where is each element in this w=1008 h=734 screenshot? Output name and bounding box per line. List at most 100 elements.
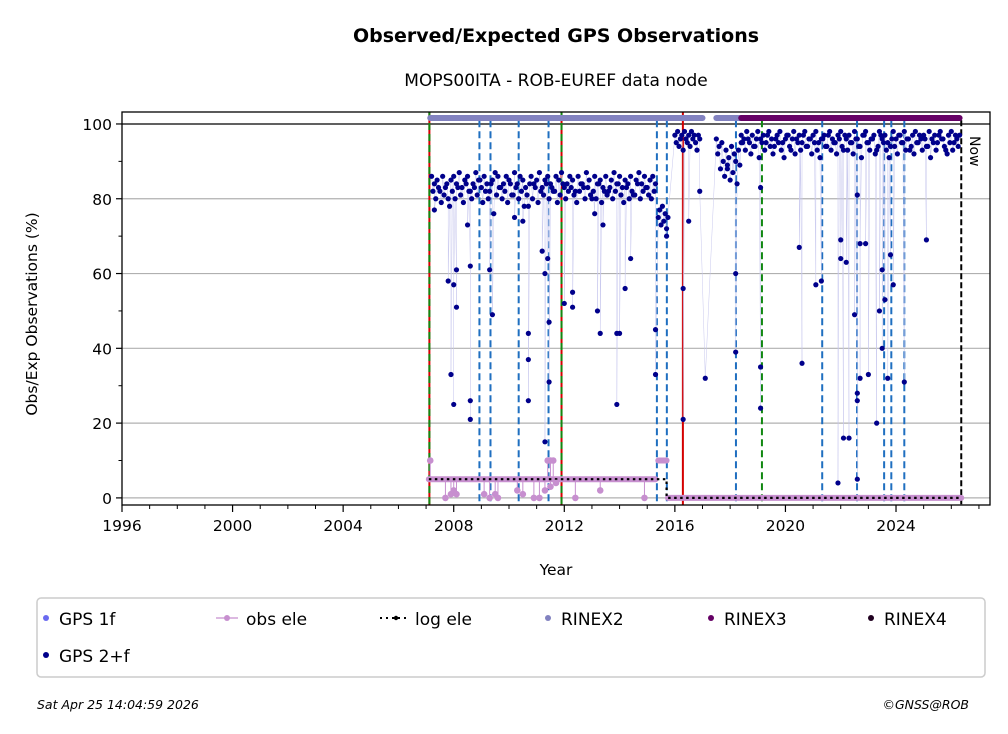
gps2f-point [445,278,451,284]
gps2f-point [846,435,852,441]
gps2f-point [863,128,869,135]
gps2f-point [851,312,858,318]
gps2f-point [525,330,531,336]
gps2f-point [857,375,863,381]
gps2f-point [599,199,605,206]
gps2f-point [680,285,686,292]
gps2f-point [937,128,943,135]
gps2f-point [809,151,815,157]
gps2f-point [540,192,547,198]
gps2f-point [843,259,849,265]
gps2f-point [702,375,708,381]
x-tick-label: 2012 [545,517,584,535]
gps2f-point [684,140,690,146]
gps2f-point [452,196,458,202]
gps2f-point [583,169,590,176]
x-tick-label: 2008 [434,517,473,535]
gps2f-point [592,211,598,217]
gps2f-point [458,192,464,198]
gps2f-point [438,199,444,206]
gps2f-point [719,140,725,146]
gps2f-point [810,132,816,138]
gps2f-point [616,173,623,179]
gps2f-point [607,184,613,191]
gps2f-point [915,140,921,146]
gps2f-point [933,147,939,153]
gps2f-point [791,128,797,135]
gps2f-point [717,166,724,172]
gps2f-point [658,222,664,228]
gps2f-point [838,237,844,243]
gps2f-point [498,184,504,191]
gps2f-point [756,155,762,161]
gps2f-point [477,177,483,183]
gps2f-point [622,285,628,292]
gps2f-point [897,132,903,138]
gps2f-point [525,356,531,363]
gps2f-point [451,173,457,179]
obs-ele-point [480,490,488,498]
gps2f-point [481,173,487,179]
gps2f-point [543,181,549,187]
gps2f-point [799,140,805,146]
gps2f-point [901,128,907,135]
gps2f-point [455,184,461,191]
gps2f-point [930,140,936,146]
gps2f-point [663,233,670,239]
gps2f-point [755,128,761,135]
gps2f-point [622,177,628,183]
gps2f-point [639,181,645,187]
gps2f-point [554,199,560,206]
gps2f-point [529,196,536,202]
gps2f-point [846,132,852,138]
gps2f-point [564,181,570,187]
gps2f-point [511,169,518,176]
gps2f-point [922,136,928,142]
gps2f-point [774,132,780,138]
gps2f-point [539,184,545,191]
gps2f-point [871,132,877,138]
x-tick-label: 2016 [655,517,694,535]
gps2f-point [619,184,625,191]
gps2f-point [742,147,748,153]
gps2f-point [752,143,758,150]
gps2f-point [521,203,527,209]
gps2f-point [901,379,907,385]
gps2f-point [780,140,786,146]
legend-box [36,597,986,678]
gps2f-point [697,136,703,142]
gps2f-point [951,140,957,146]
gps2f-point [593,196,599,202]
gps2f-point [945,132,952,138]
gps2f-point [459,184,465,191]
gps2f-point [865,371,871,378]
gps2f-point [802,128,808,135]
gps2f-point [759,140,765,146]
obs-ele-point [513,487,521,494]
obs-ele-point [426,457,434,464]
gps2f-point [854,390,860,396]
gps2f-point [686,218,692,224]
gps2f-point [440,173,446,179]
gps2f-point [925,143,931,150]
gps2f-point [720,158,726,164]
gps2f-point [608,177,614,183]
gps2f-point [697,188,703,194]
gps2f-point [726,155,732,161]
gps2f-point [644,184,650,191]
gps2f-point [940,136,946,142]
gps2f-point [944,151,950,157]
gps2f-point [840,435,847,441]
gps2f-point [950,147,956,153]
gps2f-point [546,196,552,202]
gps2f-point [448,371,454,378]
gps2f-point [777,128,783,135]
gps2f-point [586,177,592,183]
gps2f-point [923,237,930,243]
gps2f-point [875,143,881,150]
gps2f-point [905,136,912,142]
gps2f-point [433,196,439,202]
gps2f-point [919,147,925,153]
gps2f-point [679,132,685,138]
x-tick-label: 2020 [766,517,805,535]
